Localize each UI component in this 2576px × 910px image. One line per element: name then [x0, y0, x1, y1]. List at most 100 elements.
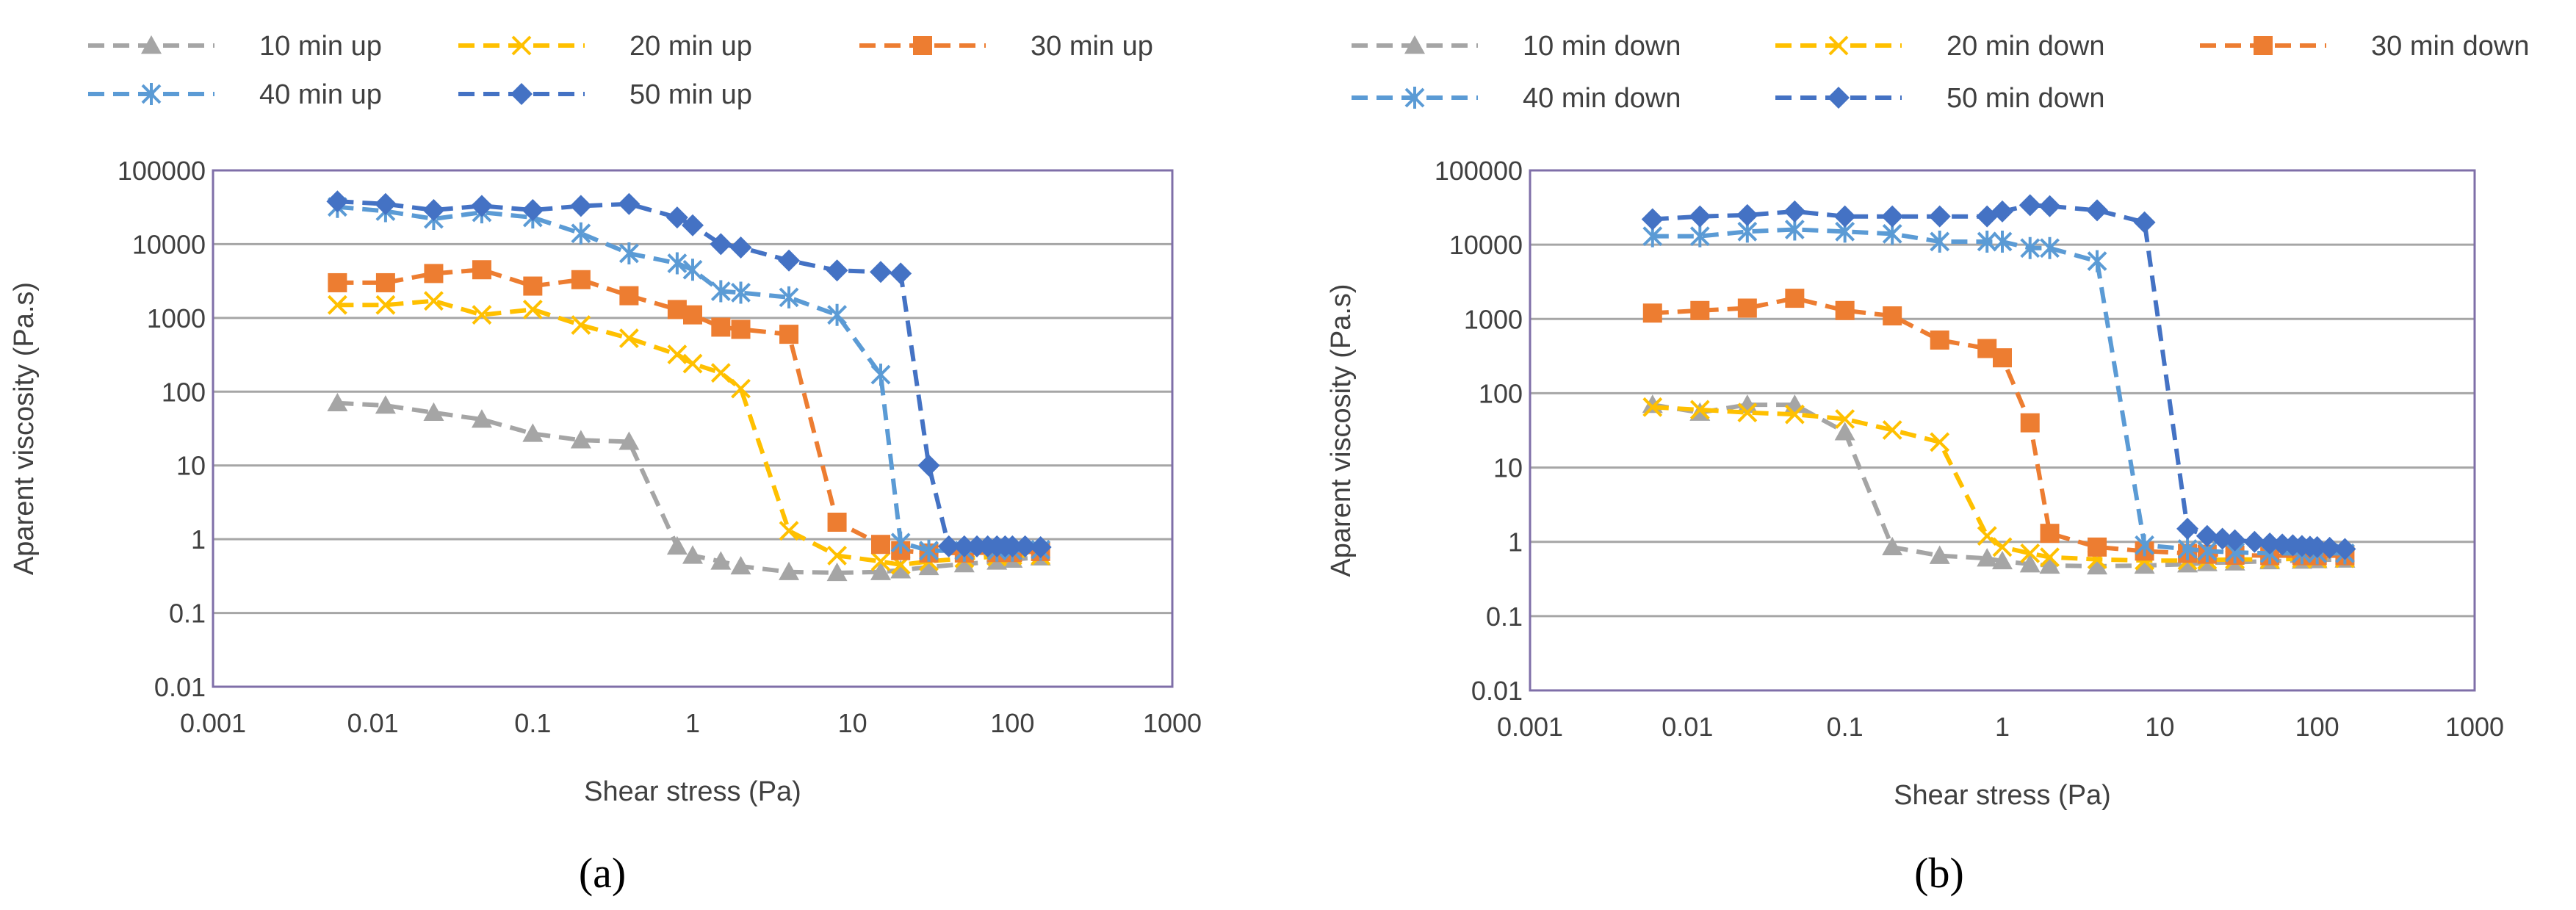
panel-a-series-1-point [618, 431, 640, 450]
panel-a-panel-label: (a) [579, 849, 626, 897]
panel-b-y-tick-label: 100 [1479, 378, 1523, 408]
panel-b-legend-3-marker [2254, 36, 2273, 55]
panel-b-series-5-point [2018, 194, 2041, 217]
panel-a-x-tick-label: 1 [685, 708, 700, 738]
panel-a-series-1-point [423, 402, 444, 422]
panel-b-legend-4-marker [1404, 87, 1425, 109]
panel-a-series-5-point [826, 259, 848, 282]
panel-b-series-2-point [1882, 420, 1902, 440]
panel-a-series-5-point [953, 535, 975, 557]
panel-b-series-5-point [2176, 517, 2199, 540]
panel-a-series-1-point [710, 551, 732, 570]
panel-a-series-5-point [729, 236, 752, 259]
panel-a-series-5-point [374, 192, 397, 215]
panel-b-series-3-point [1835, 300, 1855, 320]
panel-a-series-4-point [779, 286, 799, 308]
panel-b-series-4-point [2040, 236, 2060, 259]
panel-b-series-1-point [2134, 555, 2155, 574]
panel-a-series-5-point [422, 198, 445, 221]
panel-b-series-4-point [2135, 534, 2154, 557]
panel-a-plot-frame [212, 169, 1174, 688]
panel-b-series-1-point [2087, 555, 2108, 575]
panel-b-series-1-point [1834, 422, 1855, 441]
panel-a-series-5-point [890, 262, 912, 285]
panel-b-series-3-point [1737, 298, 1757, 318]
panel-b-series-3-point [2020, 413, 2040, 433]
panel-a-series-4-point [890, 531, 911, 554]
panel-a-series-2-point [682, 353, 703, 374]
panel-a-series-5-point [522, 198, 544, 221]
panel-a-legend-1-label: 10 min up [259, 31, 382, 62]
panel-a-series-2-point [710, 363, 731, 383]
panel-a-series-4-point [827, 303, 847, 326]
panel-a-series-2-point [827, 546, 847, 566]
panel-b-series-1-point [1992, 550, 2013, 570]
panel-b-x-tick-label: 1 [1995, 712, 2010, 742]
panel-b-y-tick-label: 0.1 [1486, 602, 1523, 632]
panel-a-series-2-point [327, 295, 347, 315]
panel-a-legend-5-marker [510, 83, 533, 105]
panel-a-series-3-point [779, 325, 799, 344]
panel-a-y-tick-label: 1000 [147, 303, 206, 333]
panel-b-legend-2-marker [1828, 35, 1849, 56]
panel-a-series-1-point [682, 545, 703, 564]
panel-b-series-1-point [2019, 554, 2041, 573]
panel-b-series-5-point [2038, 195, 2061, 217]
panel-b-x-tick-label: 10 [2145, 712, 2174, 742]
panel-b-series-2-point [1977, 526, 1997, 546]
panel-b-series-5-point [2133, 211, 2156, 234]
panel-b-series-2-point [1784, 404, 1805, 425]
panel-a-series-1-point [918, 556, 939, 576]
panel-a-series-2-point [424, 291, 444, 311]
panel-b-series-3-point [1993, 348, 2012, 368]
panel-a-x-tick-label: 0.01 [347, 708, 399, 738]
panel-a-series-3-point [683, 305, 702, 325]
panel-b-series-5-point [2306, 535, 2328, 558]
panel-b-legend-3-label: 30 min down [2371, 31, 2529, 62]
panel-a-y-tick-label: 10 [176, 451, 206, 481]
panel-a-series-5-point [1029, 535, 1052, 558]
panel-a-legend-1-marker [141, 35, 162, 54]
panel-b-panel-label: (b) [1914, 849, 1964, 897]
panel-a-series-3-point [827, 512, 847, 532]
panel-a-y-tick-label: 100 [162, 377, 206, 407]
panel-a-series-1-point [870, 561, 891, 580]
panel-b-series-5-point [1991, 200, 2013, 223]
panel-b-series-5-point [1833, 205, 1856, 228]
panel-a-x-axis-title: Shear stress (Pa) [584, 776, 801, 807]
panel-a-series-1-point [570, 430, 591, 449]
panel-b-x-axis-title: Shear stress (Pa) [1894, 780, 2111, 811]
panel-a-chart: 0.01 0.1 1 10 100 1000 10000 100000 0.001 0.01 0.1… [9, 31, 1202, 897]
panel-b-y-tick-label: 0.01 [1471, 676, 1523, 706]
panel-b-series-5-point [2086, 199, 2109, 222]
panel-a-series-4-point [731, 281, 751, 304]
panel-a-legend-2-marker [511, 35, 532, 56]
panel-a-series-2-point [667, 344, 688, 364]
panel-b-series-4-point [2177, 538, 2198, 560]
panel-a-series-3-point [731, 319, 751, 339]
panel-b-series-4-point [2087, 250, 2107, 272]
panel-a-series-5-point [710, 233, 732, 256]
panel-b-series-3-point [2040, 524, 2060, 544]
panel-b-series-5-point [2318, 536, 2341, 559]
panel-b-legend-1-label: 10 min down [1523, 31, 1681, 62]
panel-a-x-tick-label: 1000 [1143, 708, 1202, 738]
panel-a-series-3-point [424, 264, 444, 284]
panel-a-legend-5-label: 50 min up [629, 79, 752, 110]
panel-a-series-2-point [472, 305, 492, 325]
panel-a-series-4-line [337, 204, 1041, 553]
panel-b-series-3-point [1883, 306, 1902, 326]
panel-a-series-5-point [937, 535, 960, 557]
panel-b-series-2-point [1642, 397, 1663, 417]
panel-a-series-1-point [953, 554, 975, 573]
panel-a-series-5-point [682, 214, 704, 236]
panel-b-x-tick-label: 0.1 [1827, 712, 1864, 742]
panel-b-series-5-point [1928, 205, 1951, 228]
panel-b-series-3-line [1652, 296, 2345, 558]
panel-b-series-5-point [2334, 538, 2356, 560]
panel-a-series-5-point [470, 195, 493, 217]
panel-b-x-tick-label: 0.01 [1662, 712, 1713, 742]
panel-b-y-tick-label: 1000 [1464, 304, 1523, 334]
panel-b-y-tick-label: 100000 [1435, 156, 1523, 186]
panel-b-series-3-point [1930, 331, 1949, 350]
